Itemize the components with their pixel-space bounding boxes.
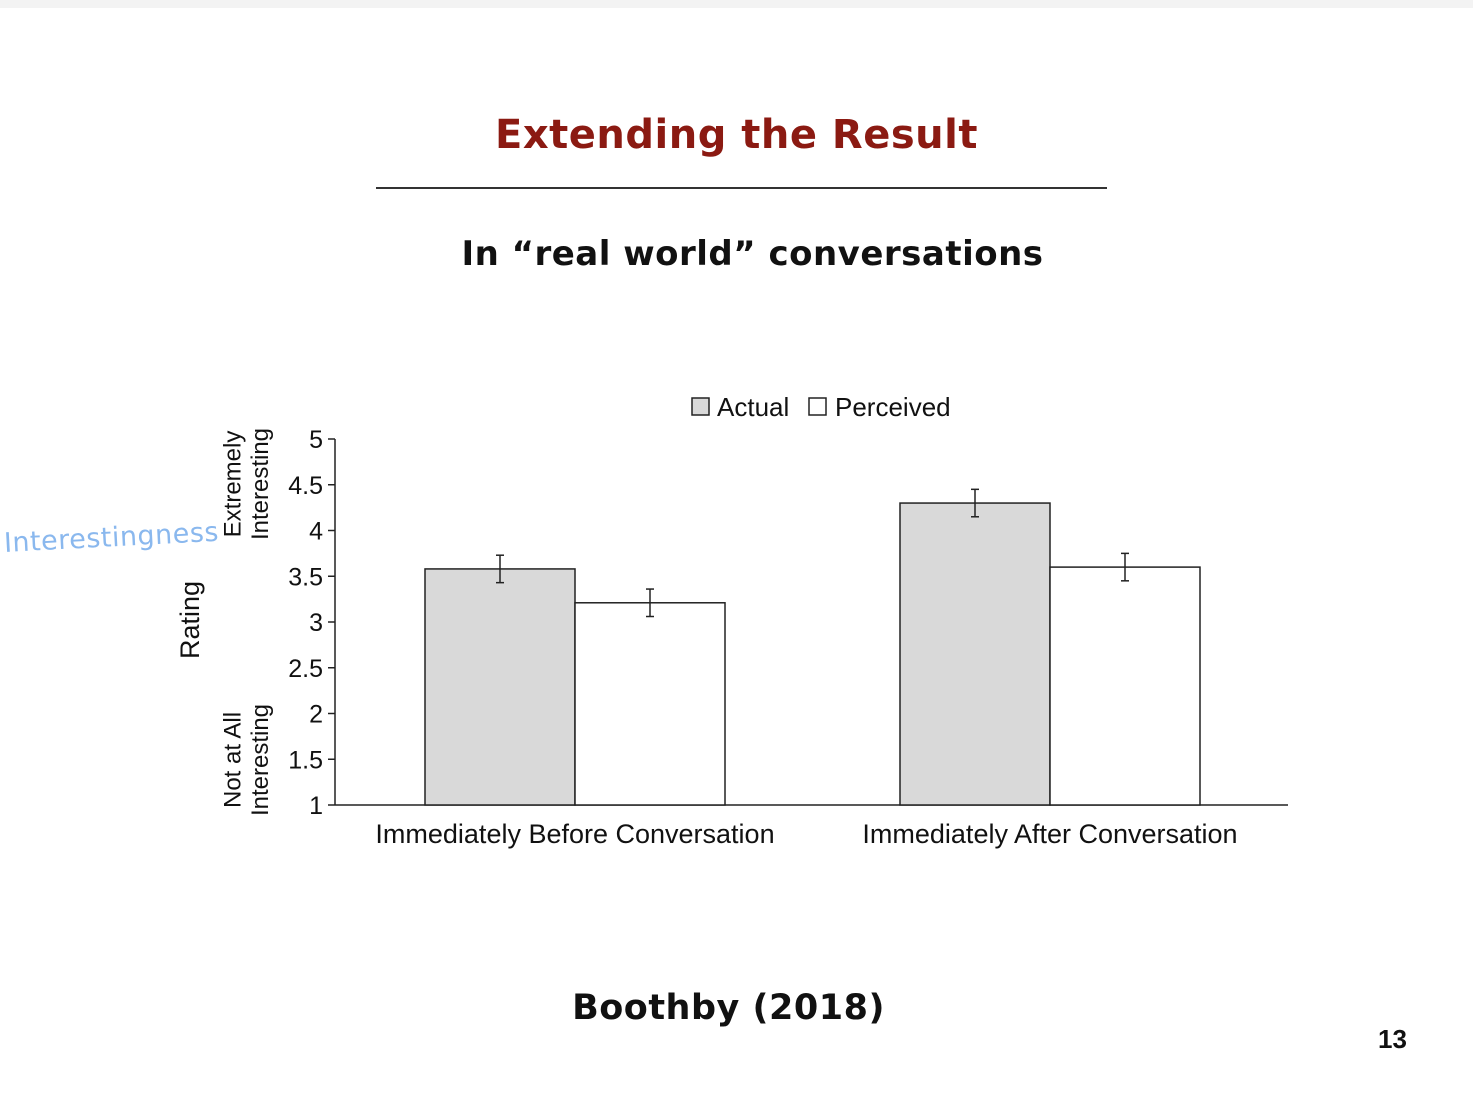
bar-actual-2 bbox=[899, 502, 1051, 806]
title-divider bbox=[376, 187, 1107, 189]
chart-legend: Actual Perceived bbox=[691, 392, 951, 422]
legend-label-perceived: Perceived bbox=[835, 392, 951, 422]
y-tick-label: 1 bbox=[309, 792, 323, 820]
anchor-bottom-line-1: Not at All bbox=[220, 712, 247, 808]
legend-label-actual: Actual bbox=[717, 392, 789, 422]
y-ticks: 1 1.5 2 2.5 3 3.5 4 4.5 5 bbox=[288, 426, 335, 820]
legend-swatch-perceived bbox=[808, 397, 827, 416]
y-tick-label: 2 bbox=[309, 701, 323, 729]
y-tick-label: 4 bbox=[309, 518, 323, 546]
y-tick-label: 2.5 bbox=[288, 655, 323, 683]
x-tick-labels: Immediately Before Conversation Immediate… bbox=[375, 819, 1237, 849]
legend-swatch-actual bbox=[691, 397, 710, 416]
error-bars bbox=[496, 488, 1129, 618]
y-tick-label: 5 bbox=[309, 426, 323, 454]
x-tick-label-2: Immediately After Conversation bbox=[862, 819, 1237, 849]
slide-subtitle: In “real world” conversations bbox=[461, 234, 1044, 274]
bar-actual-1 bbox=[424, 568, 576, 806]
y-axis-title: Rating bbox=[175, 581, 205, 659]
anchor-top-line-1: Extremely bbox=[220, 431, 247, 538]
page-number: 13 bbox=[1378, 1024, 1407, 1054]
x-tick-label-1: Immediately Before Conversation bbox=[375, 819, 774, 849]
bar-perceived-2 bbox=[1049, 566, 1201, 806]
y-axis-anchor-bottom: Not at AllInteresting bbox=[220, 704, 275, 816]
bars bbox=[424, 502, 1201, 806]
top-bar bbox=[0, 0, 1473, 8]
y-tick-label: 3 bbox=[309, 609, 323, 637]
bar-perceived-1 bbox=[574, 602, 726, 806]
y-tick-label: 3.5 bbox=[288, 563, 323, 591]
y-tick-label: 1.5 bbox=[288, 746, 323, 774]
anchor-bottom-line-2: Interesting bbox=[247, 704, 274, 816]
y-axis-anchor-top: ExtremelyInteresting bbox=[220, 428, 275, 540]
anchor-top-line-2: Interesting bbox=[247, 428, 274, 540]
citation: Boothby (2018) bbox=[572, 988, 885, 1028]
y-tick-label: 4.5 bbox=[288, 472, 323, 500]
slide-title: Extending the Result bbox=[495, 112, 978, 158]
